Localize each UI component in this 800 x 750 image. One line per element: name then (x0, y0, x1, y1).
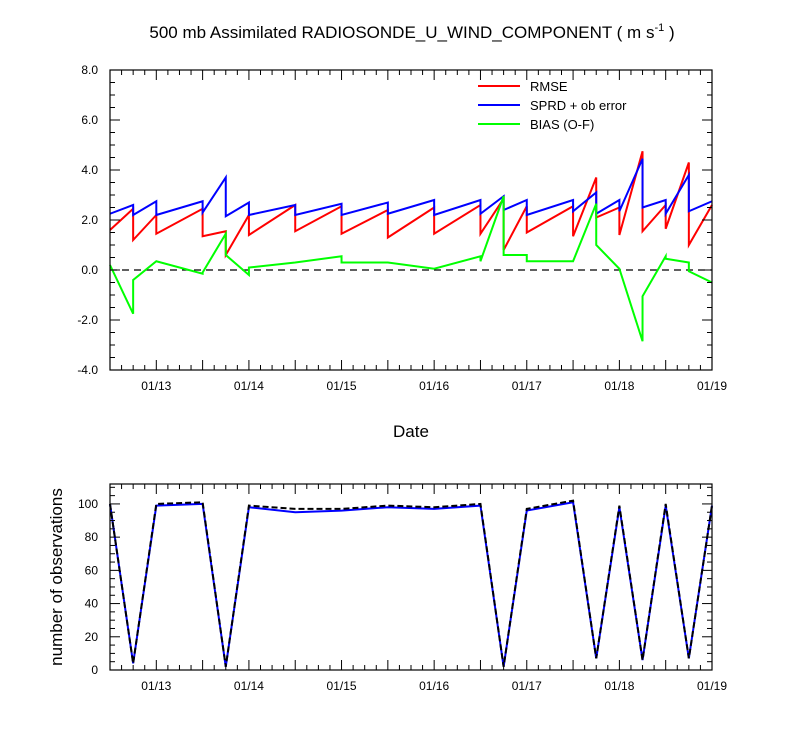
x-tick-label: 01/18 (604, 379, 634, 393)
y-tick-label: 2.0 (81, 213, 98, 227)
y-tick-label: 20 (85, 630, 99, 644)
x-tick-label: 01/16 (419, 679, 449, 693)
y-tick-labels: 0 20 40 60 80 100 (78, 497, 98, 677)
y-tick-label: 100 (78, 497, 98, 511)
bias-rmse-panel: -4.0-2.00.02.04.06.08.0 01/13 01/14 01/15 0… (77, 63, 727, 393)
series-lines (109, 499, 713, 667)
y-tick-label: 0 (91, 663, 98, 677)
y-tick-label: -2.0 (77, 313, 98, 327)
axis-ticks (109, 69, 713, 371)
axis-ticks (109, 484, 713, 671)
dashed-count-line (109, 499, 713, 667)
bias-o-f-line (109, 195, 713, 342)
x-tick-labels: 01/13 01/14 01/15 01/16 01/17 01/18 01/19 (141, 679, 727, 693)
x-tick-label: 01/19 (697, 379, 727, 393)
rmse-line (109, 150, 713, 259)
x-axis-label: Date (393, 422, 429, 441)
x-tick-label: 01/13 (141, 679, 171, 693)
series-lines (109, 150, 713, 342)
legend: RMSE SPRD + ob error BIAS (O-F) (478, 79, 627, 132)
y-axis-label: number of observations (47, 488, 66, 666)
legend-label: RMSE (530, 79, 568, 94)
x-tick-label: 01/14 (234, 679, 264, 693)
x-tick-labels: 01/13 01/14 01/15 01/16 01/17 01/18 01/19 (141, 379, 727, 393)
x-tick-label: 01/16 (419, 379, 449, 393)
sprd-ob-error-line (109, 158, 713, 219)
y-tick-label: 0.0 (81, 263, 98, 277)
y-tick-label: 80 (85, 530, 99, 544)
plot-frame (109, 69, 713, 371)
legend-label: BIAS (O-F) (530, 117, 594, 132)
y-tick-labels: -4.0 -2.0 0.0 2.0 4.0 6.0 8.0 (77, 63, 98, 377)
y-tick-label: 6.0 (81, 113, 98, 127)
x-tick-label: 01/17 (512, 379, 542, 393)
x-tick-label: 01/13 (141, 379, 171, 393)
x-tick-label: 01/15 (327, 679, 357, 693)
chart-title: 500 mb Assimilated RADIOSONDE_U_WIND_COM… (149, 22, 674, 42)
y-tick-label: -4.0 (77, 363, 98, 377)
y-tick-label: 40 (85, 597, 99, 611)
x-tick-label: 01/15 (327, 379, 357, 393)
plot-frame (109, 483, 713, 671)
x-tick-label: 01/19 (697, 679, 727, 693)
solid-count-line (109, 501, 713, 667)
y-tick-label: 8.0 (81, 63, 98, 77)
x-tick-label: 01/18 (604, 679, 634, 693)
x-tick-label: 01/14 (234, 379, 264, 393)
x-tick-label: 01/17 (512, 679, 542, 693)
y-tick-label: 4.0 (81, 163, 98, 177)
y-tick-label: 60 (85, 563, 99, 577)
legend-label: SPRD + ob error (530, 98, 627, 113)
